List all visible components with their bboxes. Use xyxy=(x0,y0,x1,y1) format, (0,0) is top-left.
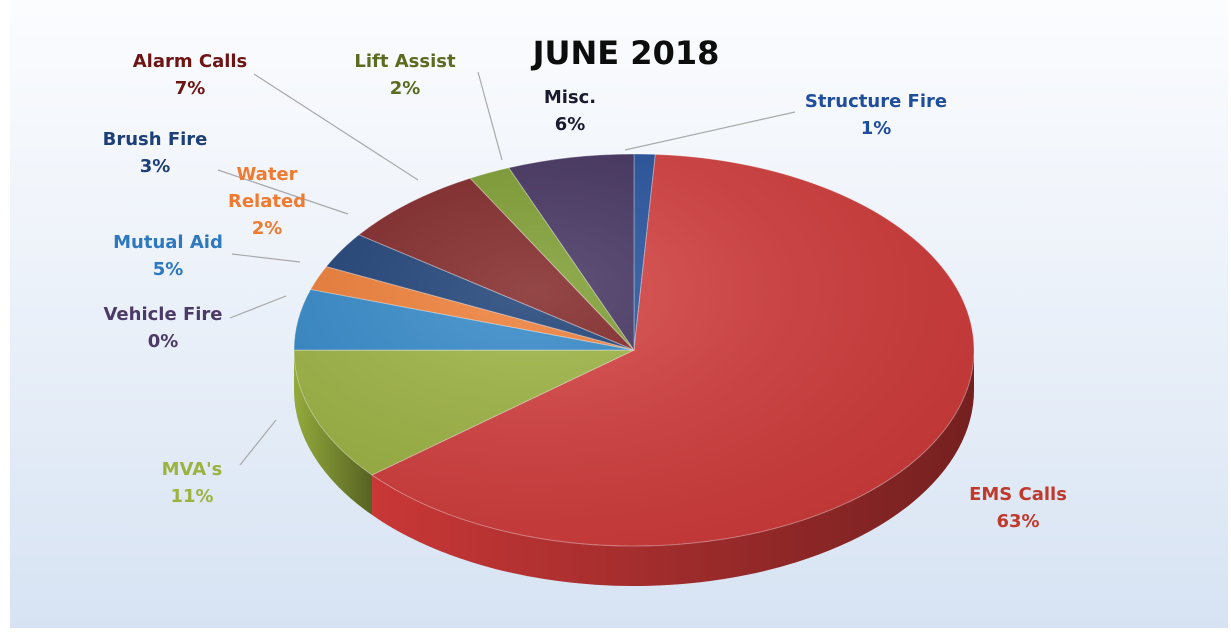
label-name-vehicle-fire: Vehicle Fire xyxy=(103,304,222,325)
label-name-mva-s: MVA's xyxy=(162,459,223,480)
label-name-mutual-aid: Mutual Aid xyxy=(113,232,223,253)
label-value-brush-fire: 3% xyxy=(140,156,171,177)
label-name-water-related-1: Related xyxy=(228,191,306,212)
label-name-structure-fire: Structure Fire xyxy=(805,91,947,112)
label-value-vehicle-fire: 0% xyxy=(148,331,179,352)
label-name-ems-calls: EMS Calls xyxy=(969,484,1067,505)
leader-line-mutual-aid xyxy=(231,253,301,263)
label-name-brush-fire: Brush Fire xyxy=(103,129,208,150)
label-alarm-calls: Alarm Calls 7% xyxy=(133,51,248,99)
pie-sides xyxy=(294,350,974,586)
pie-top-shading xyxy=(294,154,974,546)
leader-line-structure-fire xyxy=(624,111,796,151)
label-mutual-aid: Mutual Aid 5% xyxy=(113,232,223,280)
chart-panel: JUNE 2018 Structure Fire 1% EMS Calls 63% MV… xyxy=(10,0,1228,628)
label-name-misc: Misc. xyxy=(544,87,596,108)
leader-line-alarm-calls xyxy=(253,73,419,181)
chart-title: JUNE 2018 xyxy=(531,34,720,72)
label-mva-s: MVA's 11% xyxy=(162,459,223,507)
label-ems-calls: EMS Calls 63% xyxy=(969,484,1067,532)
label-misc: Misc. 6% xyxy=(544,87,596,135)
leader-lines xyxy=(217,71,796,466)
label-value-lift-assist: 2% xyxy=(390,78,421,99)
label-name-lift-assist: Lift Assist xyxy=(354,51,456,72)
label-lift-assist: Lift Assist 2% xyxy=(354,51,456,99)
label-value-misc: 6% xyxy=(555,114,586,135)
label-value-mva-s: 11% xyxy=(170,486,213,507)
label-brush-fire: Brush Fire 3% xyxy=(103,129,208,177)
leader-line-brush-fire xyxy=(217,169,349,215)
label-value-ems-calls: 63% xyxy=(996,511,1039,532)
pie-slices xyxy=(293,153,975,547)
label-value-alarm-calls: 7% xyxy=(175,78,206,99)
label-value-structure-fire: 1% xyxy=(861,118,892,139)
label-water-related: Water Related 2% xyxy=(228,164,306,239)
leader-line-lift-assist xyxy=(477,71,503,161)
label-name-alarm-calls: Alarm Calls xyxy=(133,51,248,72)
slice-side-shade-ems-calls xyxy=(372,350,974,586)
label-value-water-related: 2% xyxy=(252,218,283,239)
label-value-mutual-aid: 5% xyxy=(153,259,184,280)
leader-line-mva-s xyxy=(239,419,277,466)
pie-chart: JUNE 2018 Structure Fire 1% EMS Calls 63% MV… xyxy=(103,34,1067,586)
label-name-water-related-0: Water xyxy=(236,164,297,185)
leader-line-vehicle-fire xyxy=(229,295,287,319)
label-vehicle-fire: Vehicle Fire 0% xyxy=(103,304,222,352)
label-structure-fire: Structure Fire 1% xyxy=(805,91,947,139)
slice-side-shade-mva-s xyxy=(294,350,373,515)
slice-labels: Structure Fire 1% EMS Calls 63% MVA's 11% Vehi… xyxy=(103,51,1067,532)
